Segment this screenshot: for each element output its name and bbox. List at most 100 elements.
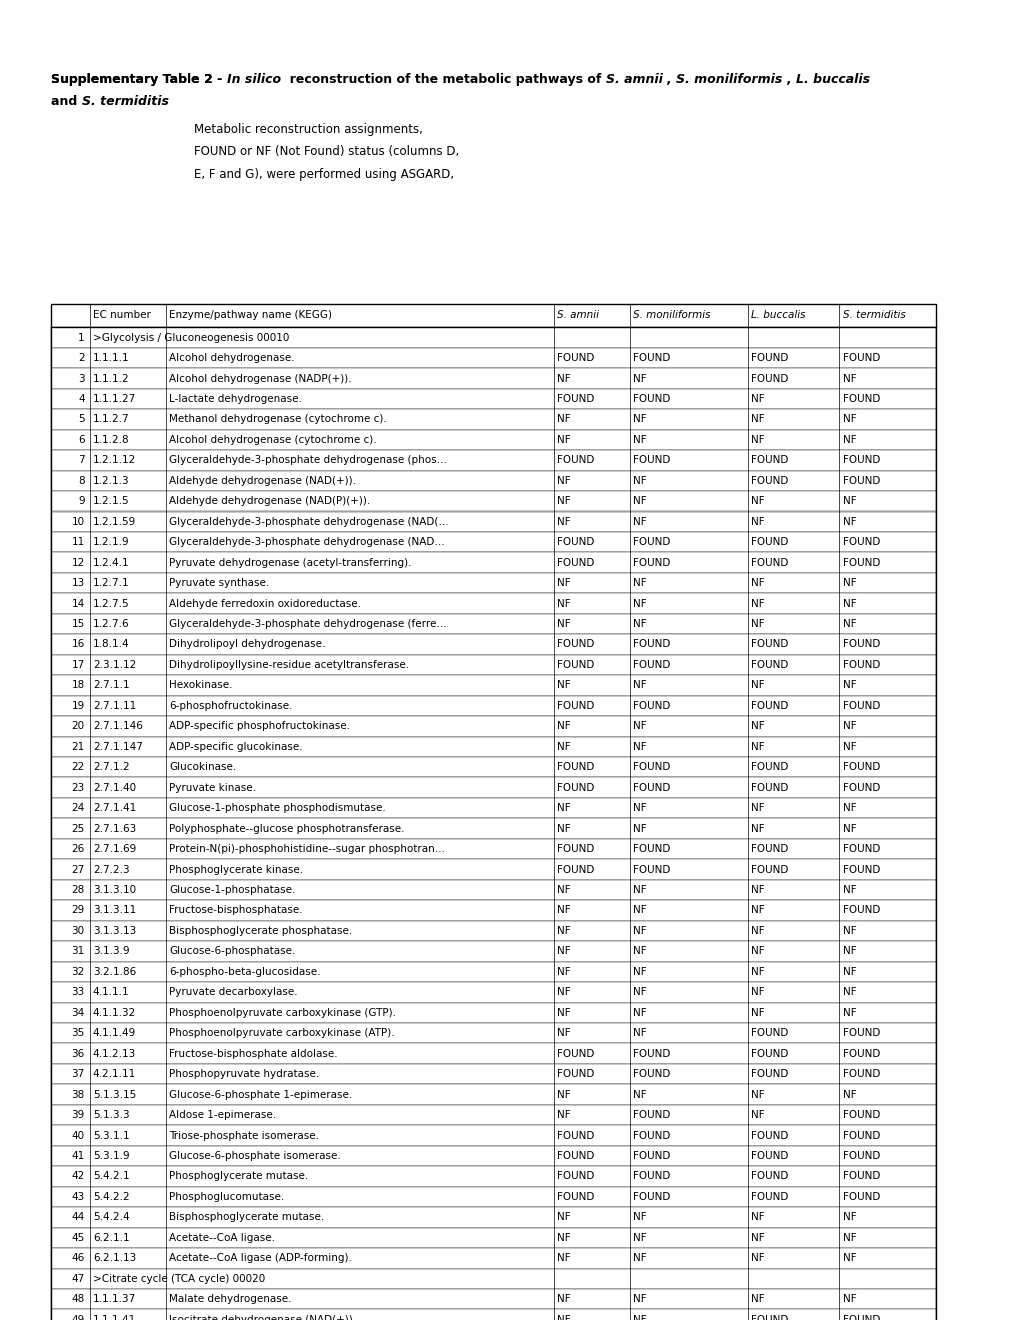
Text: 11: 11 <box>71 537 85 548</box>
Text: FOUND: FOUND <box>633 1130 671 1140</box>
Text: NF: NF <box>633 619 646 630</box>
Text: 5: 5 <box>78 414 85 425</box>
Text: NF: NF <box>633 374 646 384</box>
Text: 38: 38 <box>71 1089 85 1100</box>
Text: FOUND: FOUND <box>750 1171 788 1181</box>
Text: FOUND: FOUND <box>842 1171 879 1181</box>
Text: 3.1.3.13: 3.1.3.13 <box>93 925 136 936</box>
Text: NF: NF <box>750 619 763 630</box>
Text: FOUND: FOUND <box>556 843 594 854</box>
Bar <box>51 1003 935 1023</box>
Text: Malate dehydrogenase.: Malate dehydrogenase. <box>169 1294 291 1304</box>
Text: FOUND: FOUND <box>633 783 671 793</box>
Text: NF: NF <box>633 1007 646 1018</box>
Text: NF: NF <box>556 1089 570 1100</box>
Bar <box>51 1309 935 1320</box>
Text: 21: 21 <box>71 742 85 752</box>
Text: FOUND: FOUND <box>556 455 594 466</box>
Text: FOUND: FOUND <box>842 1069 879 1080</box>
Text: 3.1.3.10: 3.1.3.10 <box>93 884 136 895</box>
Text: 1.2.1.59: 1.2.1.59 <box>93 516 136 527</box>
Text: 2.7.1.1: 2.7.1.1 <box>93 680 129 690</box>
Text: 2.7.1.146: 2.7.1.146 <box>93 721 143 731</box>
Text: 41: 41 <box>71 1151 85 1162</box>
Text: FOUND: FOUND <box>556 762 594 772</box>
Text: NF: NF <box>842 1233 855 1243</box>
Text: 1.1.1.41: 1.1.1.41 <box>93 1315 136 1320</box>
Text: Triose-phosphate isomerase.: Triose-phosphate isomerase. <box>169 1130 319 1140</box>
Text: NF: NF <box>633 1294 646 1304</box>
Bar <box>51 471 935 491</box>
Text: NF: NF <box>633 434 646 445</box>
Text: NF: NF <box>556 374 570 384</box>
Text: NF: NF <box>842 721 855 731</box>
Text: Glyceraldehyde-3-phosphate dehydrogenase (phos…: Glyceraldehyde-3-phosphate dehydrogenase… <box>169 455 447 466</box>
Text: FOUND: FOUND <box>750 843 788 854</box>
Text: Glucose-6-phosphate isomerase.: Glucose-6-phosphate isomerase. <box>169 1151 340 1162</box>
Text: 1.1.1.27: 1.1.1.27 <box>93 393 136 404</box>
Text: 13: 13 <box>71 578 85 589</box>
Text: Phosphoenolpyruvate carboxykinase (ATP).: Phosphoenolpyruvate carboxykinase (ATP). <box>169 1028 394 1039</box>
Text: FOUND: FOUND <box>556 701 594 711</box>
Text: 1.8.1.4: 1.8.1.4 <box>93 639 129 649</box>
Text: FOUND: FOUND <box>842 1151 879 1162</box>
Text: NF: NF <box>842 374 855 384</box>
Text: FOUND: FOUND <box>556 783 594 793</box>
Bar <box>51 348 935 368</box>
Text: FOUND: FOUND <box>750 537 788 548</box>
Text: 16: 16 <box>71 639 85 649</box>
Text: FOUND or NF (Not Found) status (columns D,: FOUND or NF (Not Found) status (columns … <box>194 145 459 158</box>
Bar <box>51 430 935 450</box>
Text: NF: NF <box>556 946 570 957</box>
Text: NF: NF <box>842 680 855 690</box>
Text: NF: NF <box>556 1110 570 1121</box>
Text: FOUND: FOUND <box>633 1069 671 1080</box>
Text: NF: NF <box>750 925 763 936</box>
Text: 15: 15 <box>71 619 85 630</box>
Text: 1.2.1.5: 1.2.1.5 <box>93 496 129 507</box>
Text: Fructose-bisphosphatase.: Fructose-bisphosphatase. <box>169 906 303 916</box>
Text: NF: NF <box>842 619 855 630</box>
Bar <box>51 1288 935 1309</box>
Text: FOUND: FOUND <box>842 639 879 649</box>
Text: Aldehyde ferredoxin oxidoreductase.: Aldehyde ferredoxin oxidoreductase. <box>169 598 361 609</box>
Text: 4.1.2.13: 4.1.2.13 <box>93 1048 136 1059</box>
Text: FOUND: FOUND <box>633 660 671 671</box>
Text: FOUND: FOUND <box>750 1048 788 1059</box>
Text: FOUND: FOUND <box>750 660 788 671</box>
Text: Glucose-1-phosphatase.: Glucose-1-phosphatase. <box>169 884 296 895</box>
Text: 3.1.3.11: 3.1.3.11 <box>93 906 136 916</box>
Text: 20: 20 <box>71 721 85 731</box>
Text: Alcohol dehydrogenase.: Alcohol dehydrogenase. <box>169 352 294 363</box>
Text: FOUND: FOUND <box>750 639 788 649</box>
Text: NF: NF <box>750 496 763 507</box>
Text: Pyruvate kinase.: Pyruvate kinase. <box>169 783 256 793</box>
Text: FOUND: FOUND <box>750 1069 788 1080</box>
Text: 5.4.2.4: 5.4.2.4 <box>93 1212 129 1222</box>
Text: FOUND: FOUND <box>750 865 788 875</box>
Text: Acetate--CoA ligase.: Acetate--CoA ligase. <box>169 1233 275 1243</box>
Text: ADP-specific glucokinase.: ADP-specific glucokinase. <box>169 742 303 752</box>
Text: NF: NF <box>556 987 570 998</box>
Text: NF: NF <box>842 803 855 813</box>
Text: FOUND: FOUND <box>750 374 788 384</box>
Text: NF: NF <box>556 516 570 527</box>
Text: NF: NF <box>556 1212 570 1222</box>
Text: Glyceraldehyde-3-phosphate dehydrogenase (ferre…: Glyceraldehyde-3-phosphate dehydrogenase… <box>169 619 446 630</box>
Text: FOUND: FOUND <box>750 1028 788 1039</box>
Text: 1.2.1.9: 1.2.1.9 <box>93 537 129 548</box>
Text: Polyphosphate--glucose phosphotransferase.: Polyphosphate--glucose phosphotransferas… <box>169 824 405 834</box>
Text: Glucose-6-phosphatase.: Glucose-6-phosphatase. <box>169 946 296 957</box>
Text: Metabolic reconstruction assignments,: Metabolic reconstruction assignments, <box>194 123 422 136</box>
Text: 22: 22 <box>71 762 85 772</box>
Text: 29: 29 <box>71 906 85 916</box>
Text: FOUND: FOUND <box>633 1192 671 1203</box>
Text: NF: NF <box>633 966 646 977</box>
Text: Aldehyde dehydrogenase (NAD(+)).: Aldehyde dehydrogenase (NAD(+)). <box>169 475 356 486</box>
Text: FOUND: FOUND <box>633 537 671 548</box>
Bar <box>51 573 935 594</box>
Text: FOUND: FOUND <box>633 557 671 568</box>
Text: NF: NF <box>750 987 763 998</box>
Text: 33: 33 <box>71 987 85 998</box>
Text: NF: NF <box>633 721 646 731</box>
